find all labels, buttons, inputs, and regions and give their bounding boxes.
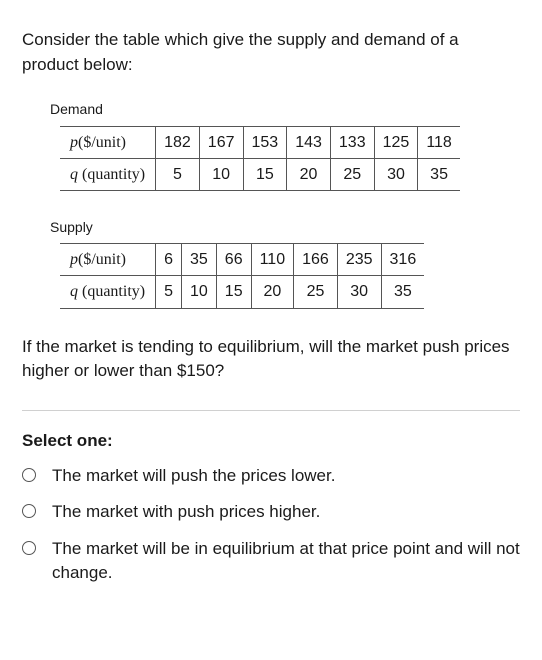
option-2[interactable]: The market with push prices higher.: [22, 500, 520, 525]
supply-table: p($/unit) 6 35 66 110 166 235 316 q (qua…: [60, 243, 424, 308]
cell: 110: [251, 244, 294, 276]
cell: 15: [216, 276, 251, 308]
cell: 30: [337, 276, 381, 308]
cell: 66: [216, 244, 251, 276]
cell: 15: [243, 158, 287, 190]
cell: 35: [182, 244, 217, 276]
options-group: The market will push the prices lower. T…: [22, 464, 520, 587]
option-1[interactable]: The market will push the prices lower.: [22, 464, 520, 489]
option-label: The market with push prices higher.: [52, 500, 520, 525]
cell: 25: [294, 276, 338, 308]
radio-icon[interactable]: [22, 541, 36, 555]
demand-table: p($/unit) 182 167 153 143 133 125 118 q …: [60, 126, 460, 191]
row-header: q (quantity): [60, 158, 156, 190]
cell: 182: [156, 126, 200, 158]
cell: 118: [418, 126, 460, 158]
table-row: q (quantity) 5 10 15 20 25 30 35: [60, 276, 424, 308]
cell: 143: [287, 126, 331, 158]
cell: 5: [156, 158, 200, 190]
cell: 153: [243, 126, 287, 158]
table-row: p($/unit) 6 35 66 110 166 235 316: [60, 244, 424, 276]
supply-label: Supply: [50, 217, 520, 237]
question-text: If the market is tending to equilibrium,…: [22, 335, 520, 384]
row-header: p($/unit): [60, 126, 156, 158]
cell: 125: [374, 126, 418, 158]
intro-text: Consider the table which give the supply…: [22, 28, 520, 77]
option-label: The market will push the prices lower.: [52, 464, 520, 489]
cell: 10: [182, 276, 217, 308]
cell: 10: [199, 158, 243, 190]
cell: 30: [374, 158, 418, 190]
cell: 5: [156, 276, 182, 308]
cell: 235: [337, 244, 381, 276]
cell: 35: [418, 158, 460, 190]
cell: 167: [199, 126, 243, 158]
row-header: q (quantity): [60, 276, 156, 308]
cell: 35: [381, 276, 424, 308]
cell: 166: [294, 244, 338, 276]
cell: 316: [381, 244, 424, 276]
table-row: p($/unit) 182 167 153 143 133 125 118: [60, 126, 460, 158]
demand-label: Demand: [50, 99, 520, 119]
row-header: p($/unit): [60, 244, 156, 276]
cell: 6: [156, 244, 182, 276]
cell: 133: [330, 126, 374, 158]
cell: 20: [287, 158, 331, 190]
cell: 20: [251, 276, 294, 308]
option-label: The market will be in equilibrium at tha…: [52, 537, 520, 586]
radio-icon[interactable]: [22, 504, 36, 518]
select-one-label: Select one:: [22, 429, 520, 454]
radio-icon[interactable]: [22, 468, 36, 482]
option-3[interactable]: The market will be in equilibrium at tha…: [22, 537, 520, 586]
table-row: q (quantity) 5 10 15 20 25 30 35: [60, 158, 460, 190]
separator: [22, 410, 520, 411]
cell: 25: [330, 158, 374, 190]
